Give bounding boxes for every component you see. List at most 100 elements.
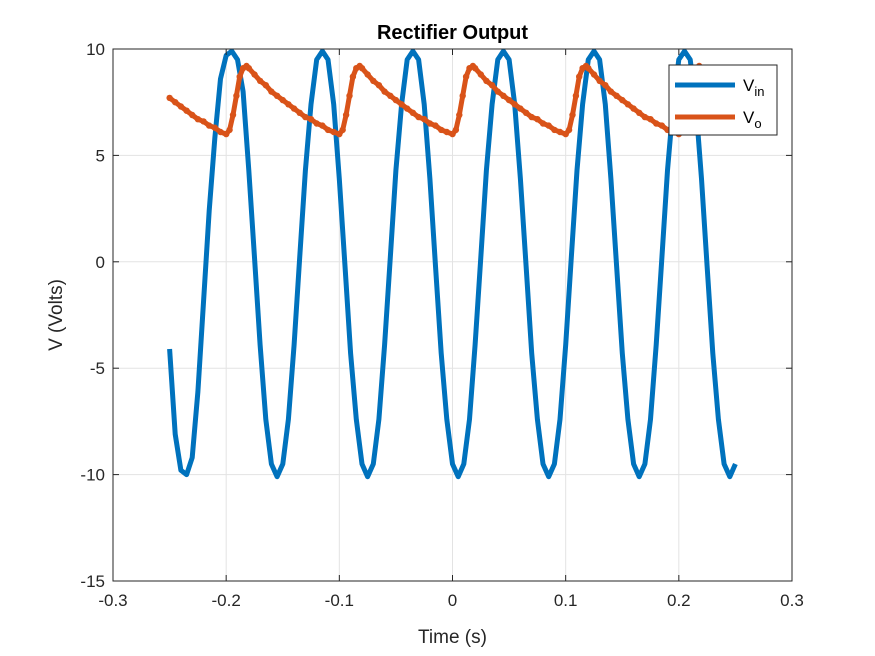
data-point [505,96,513,104]
data-point [488,82,496,89]
data-point [494,88,501,95]
data-point [200,118,207,125]
data-point [539,120,547,127]
data-point [619,96,626,104]
data-point [229,111,237,119]
data-point [285,101,292,108]
y-tick-label: 0 [96,253,105,272]
data-point [273,92,281,100]
data-point [387,92,394,100]
data-point [426,120,434,127]
data-point [438,126,445,134]
data-point [415,113,422,121]
x-tick-label: -0.1 [325,591,354,610]
data-point [226,126,233,134]
data-point [245,65,252,72]
legend-entry: Vin [743,76,764,99]
data-point [630,105,637,112]
data-point [381,88,388,95]
data-point [590,71,598,78]
data-point [517,105,524,112]
data-point [375,82,383,89]
legend-box [668,64,778,136]
y-axis-label: V (Volts) [46,279,67,351]
data-point [189,111,196,119]
x-tick-label: 0 [448,591,457,610]
data-point [545,122,552,129]
data-point [330,128,337,136]
data-point [534,116,541,123]
data-point [653,120,660,127]
chart-title: Rectifier Output [377,22,528,44]
data-point [217,128,224,136]
data-point [370,77,377,85]
data-point [569,111,576,119]
data-point [346,92,353,100]
data-point [236,73,243,80]
x-tick-label: -0.3 [98,591,127,610]
data-point [279,96,286,104]
data-point [324,126,332,134]
y-tick-label: 10 [86,40,105,59]
data-point [452,126,460,134]
data-point [206,122,213,129]
y-tick-label: 5 [96,146,105,165]
data-point [251,71,258,78]
data-point [607,88,615,95]
data-point [392,96,400,104]
data-point [313,120,320,127]
data-point [268,88,275,95]
legend-label-sub: o [754,116,761,131]
data-point [556,128,564,136]
data-point [183,107,190,114]
data-point [233,92,240,100]
data-point [459,92,466,100]
data-point [296,109,303,117]
data-point [636,109,643,117]
data-point [319,122,326,129]
x-axis-label: Time (s) [418,627,487,648]
data-point [398,101,405,108]
data-point [421,116,428,123]
legend: Vin Vo [668,64,778,136]
data-point [456,111,463,119]
data-point [551,126,558,134]
data-point [565,126,573,134]
data-point [409,109,417,117]
data-point [290,105,298,112]
data-point [443,128,450,136]
data-point [211,124,218,131]
x-tick-label: 0.2 [667,591,691,610]
data-point [500,92,507,100]
data-point [477,71,484,78]
x-tick-label: 0.3 [780,591,804,610]
data-point [624,101,632,108]
data-point [471,65,479,72]
data-point [166,94,173,102]
data-point [658,122,666,129]
data-point [172,99,179,106]
data-point [647,116,654,123]
data-point [596,77,603,85]
x-tick-label: 0.1 [554,591,578,610]
data-point [342,111,350,119]
data-point [576,73,583,80]
data-point [302,113,309,121]
data-point [262,82,269,89]
legend-entry: Vo [743,108,762,131]
ticks: -0.3 -0.2 -0.1 0 0.1 0.2 0.3 -15 -10 -5 0 5 10 [80,40,803,610]
data-point [602,82,609,89]
data-point [613,92,620,100]
data-point [641,113,649,121]
data-point [404,105,411,112]
data-point [177,103,185,110]
data-point [511,101,518,108]
data-point [462,73,470,80]
y-tick-label: -5 [90,359,105,378]
data-point [339,126,346,134]
data-point [256,77,264,85]
data-point [307,116,315,123]
series-line [167,49,738,480]
data-point [528,113,535,121]
